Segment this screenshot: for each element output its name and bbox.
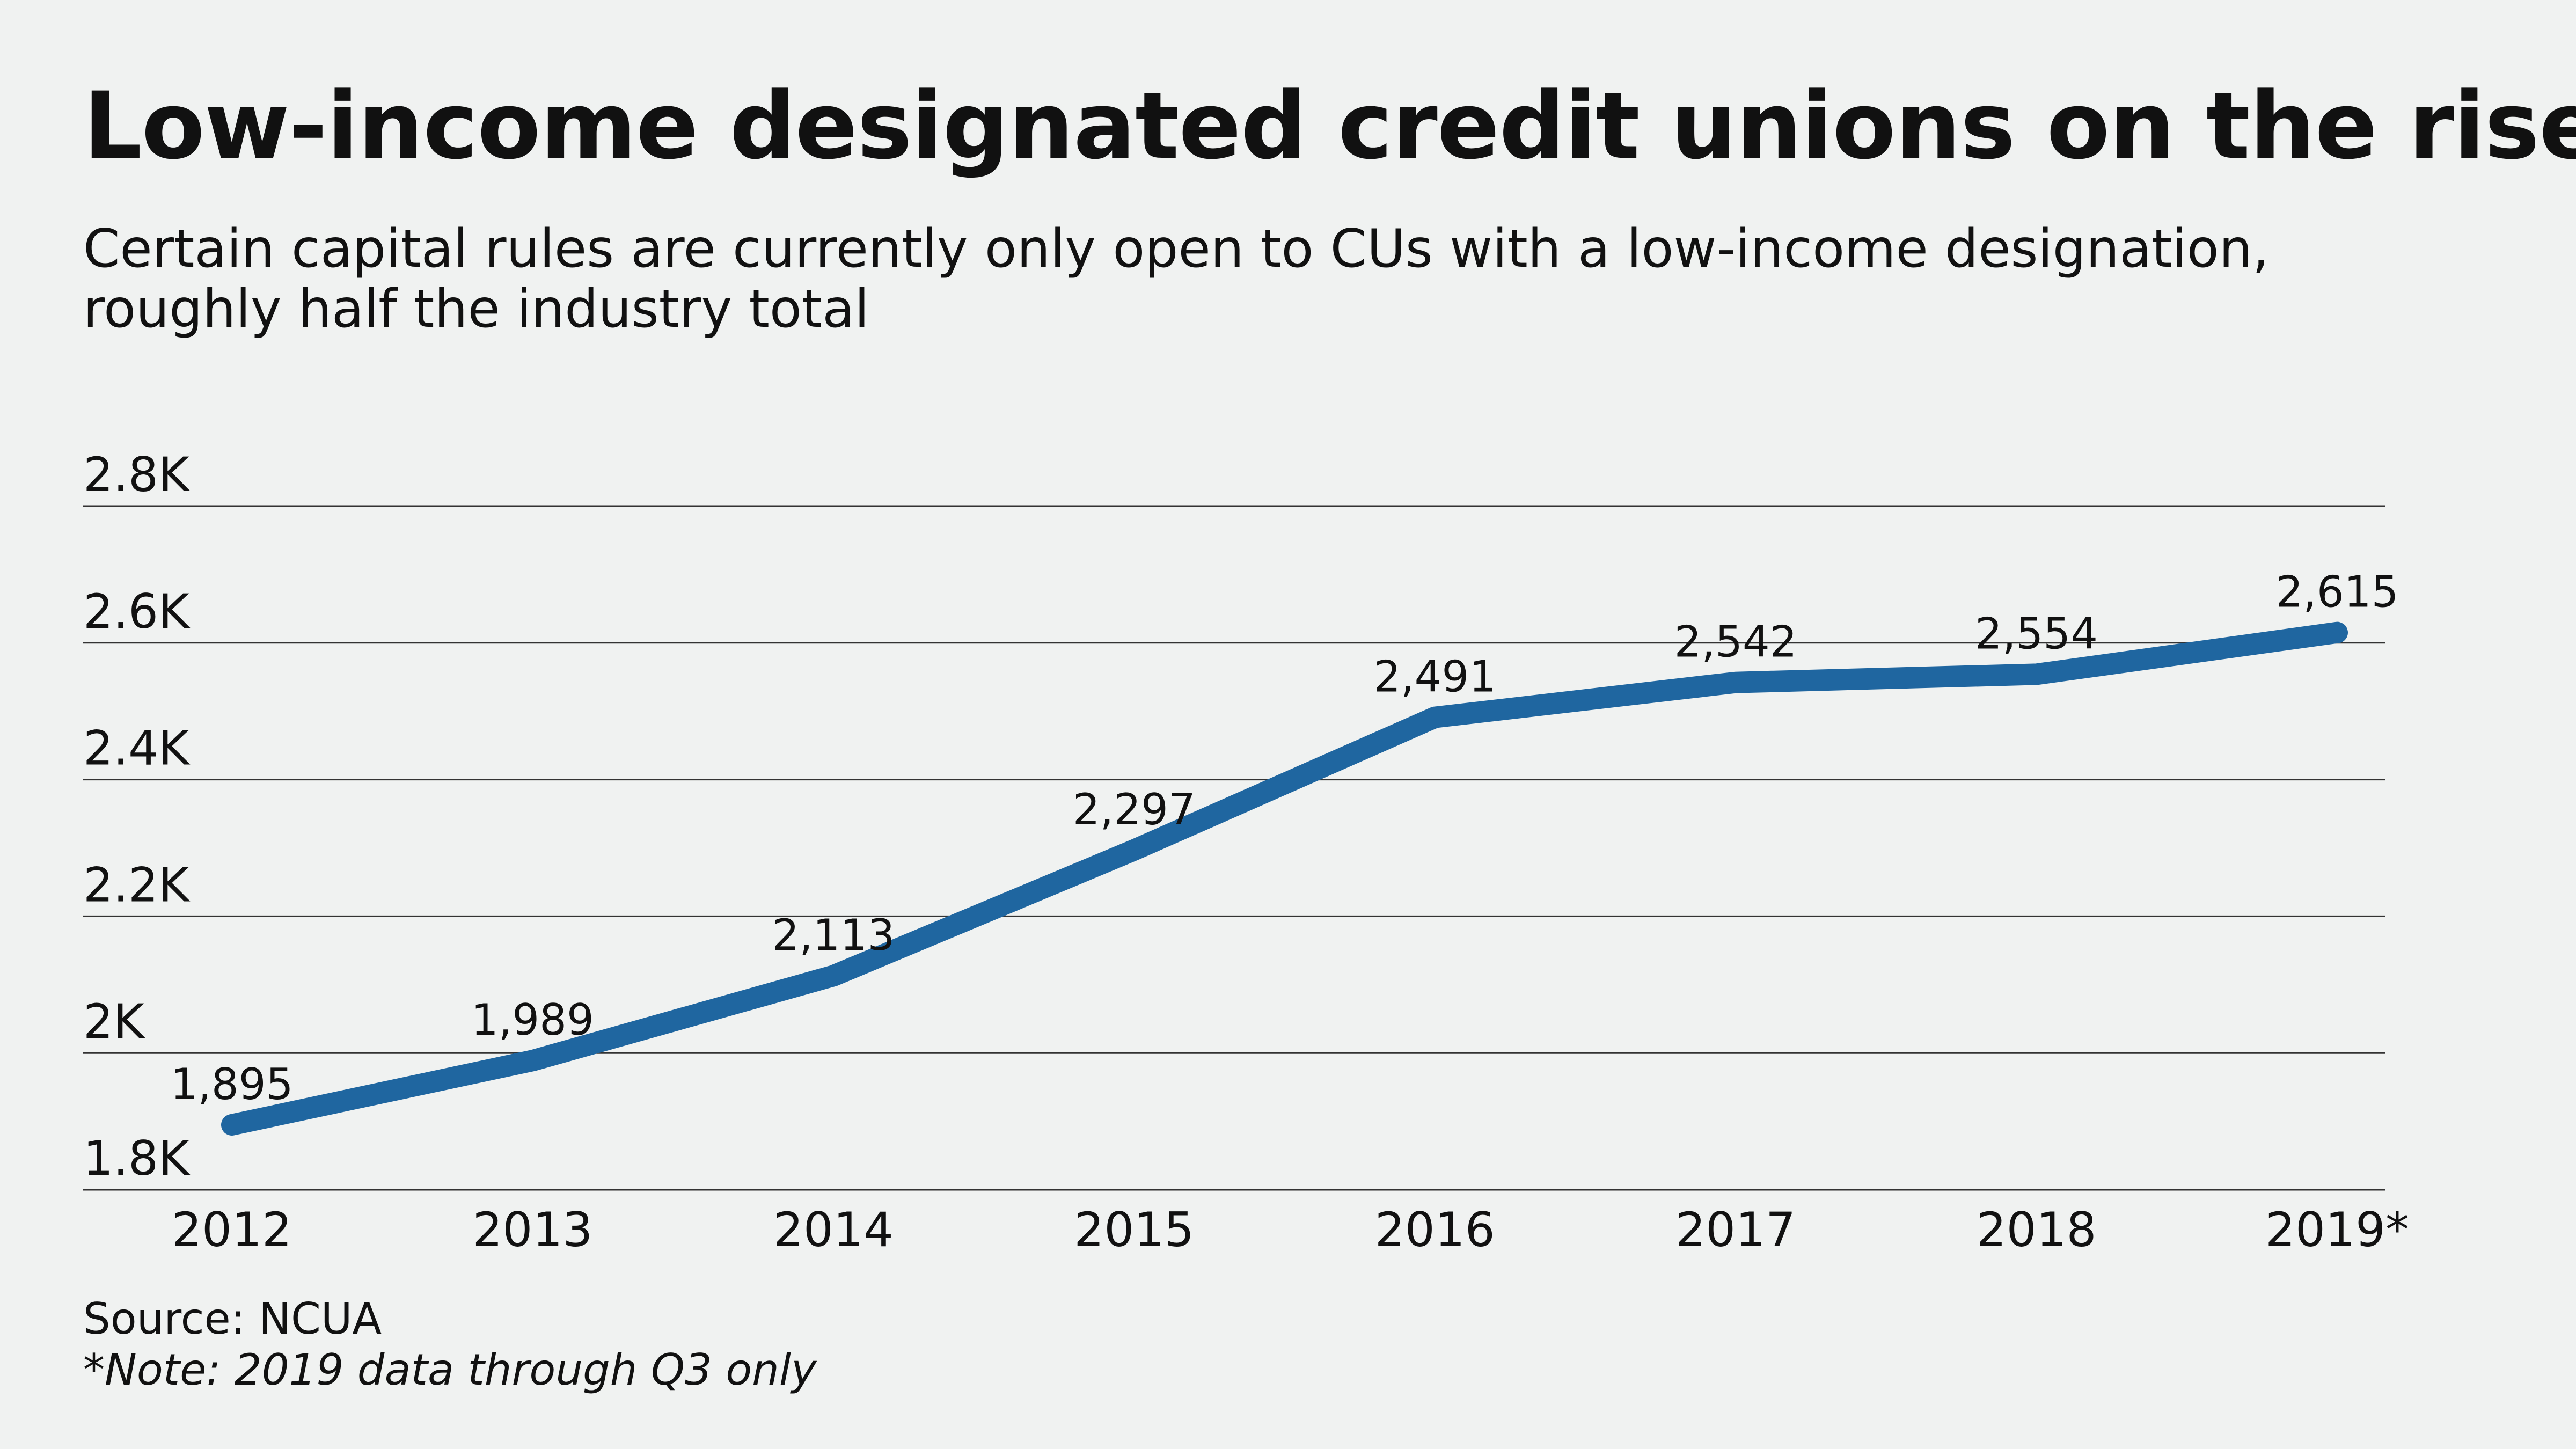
y-tick-label: 2K: [83, 994, 145, 1049]
data-label: 2,113: [772, 910, 895, 960]
x-tick-label: 2016: [1375, 1202, 1495, 1257]
chart-title: Low-income designated credit unions on t…: [83, 72, 2576, 180]
data-label: 2,542: [1674, 617, 1797, 667]
x-axis-ticks: 2012 2013 2014 2015 2016 2017 2018 2019*: [172, 1202, 2409, 1257]
data-labels: 1,895 1,989 2,113 2,297 2,491 2,542 2,554 2,615: [170, 567, 2398, 1109]
x-tick-label: 2015: [1074, 1202, 1194, 1257]
x-tick-label: 2012: [172, 1202, 292, 1257]
x-tick-label: 2014: [773, 1202, 894, 1257]
y-tick-label: 2.4K: [83, 721, 191, 776]
x-tick-label: 2013: [472, 1202, 592, 1257]
y-tick-label: 2.6K: [83, 584, 191, 639]
series-line: [221, 621, 2348, 1136]
data-label: 2,615: [2275, 567, 2398, 617]
data-label: 2,491: [1373, 652, 1496, 702]
data-label: 2,297: [1073, 785, 1196, 835]
source-note: Source: NCUA: [83, 1294, 382, 1344]
footnote: *Note: 2019 data through Q3 only: [83, 1345, 817, 1395]
x-tick-label: 2017: [1675, 1202, 1796, 1257]
series-line-path: [221, 621, 2348, 1136]
chart-subtitle: Certain capital rules are currently only…: [83, 218, 2270, 340]
x-tick-label: 2018: [1977, 1202, 2097, 1257]
y-tick-label: 2.8K: [83, 447, 191, 502]
y-axis-ticks: 1.8K 2K 2.2K 2.4K 2.6K 2.8K: [83, 447, 191, 1186]
data-label: 1,895: [170, 1059, 293, 1109]
x-tick-label: 2019*: [2265, 1202, 2409, 1257]
gridlines: [83, 505, 2385, 1191]
data-label: 2,554: [1975, 609, 2098, 658]
y-tick-label: 1.8K: [83, 1131, 191, 1186]
y-tick-label: 2.2K: [83, 857, 191, 912]
data-label: 1,989: [471, 995, 594, 1045]
